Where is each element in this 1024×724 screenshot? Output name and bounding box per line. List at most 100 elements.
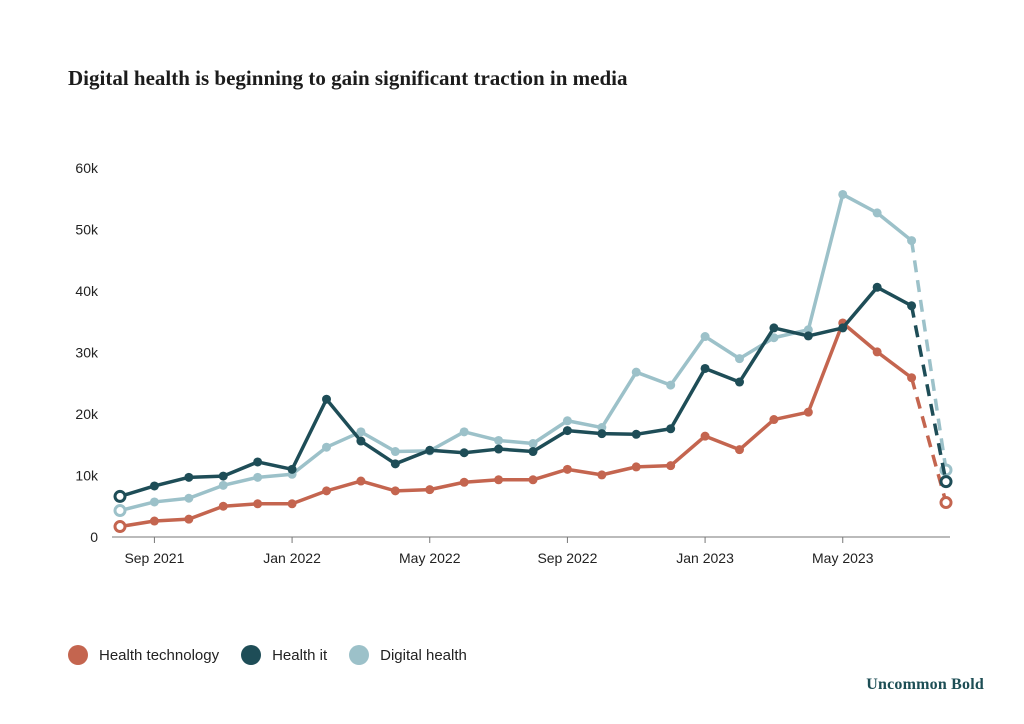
data-point	[184, 493, 194, 503]
data-point	[803, 325, 813, 335]
data-point	[562, 426, 572, 436]
data-point	[907, 373, 917, 383]
data-point	[425, 445, 435, 455]
data-point	[872, 347, 882, 357]
data-point	[459, 427, 469, 437]
legend-swatch-health-it	[241, 645, 262, 665]
data-point	[459, 477, 469, 487]
x-tick-label: May 2022	[399, 550, 461, 566]
data-point	[872, 208, 882, 218]
data-point	[666, 424, 676, 434]
series-line	[118, 285, 914, 499]
series-layer	[113, 189, 953, 534]
data-point	[562, 464, 572, 474]
data-point	[838, 189, 848, 199]
data-point	[631, 367, 641, 377]
series-line	[118, 192, 914, 513]
legend-label-digital-health: Digital health	[380, 646, 467, 664]
y-tick-label: 20k	[75, 406, 99, 422]
y-tick-label: 50k	[75, 222, 99, 238]
data-point	[769, 333, 779, 343]
data-point	[425, 485, 435, 495]
legend: Health technology Health it Digital heal…	[68, 645, 489, 665]
data-point	[803, 331, 813, 341]
data-point	[769, 323, 779, 333]
data-point	[939, 496, 953, 510]
data-point	[184, 472, 194, 482]
data-point	[907, 301, 917, 311]
data-point	[149, 497, 159, 507]
data-point	[253, 472, 263, 482]
data-point	[528, 475, 538, 485]
data-point	[700, 332, 710, 342]
data-point	[735, 445, 744, 455]
legend-swatch-digital-health	[349, 645, 370, 665]
legend-swatch-health-technology	[68, 645, 88, 665]
data-point	[287, 499, 297, 509]
legend-label-health-it: Health it	[272, 646, 328, 664]
data-point	[562, 416, 572, 426]
data-point	[113, 520, 127, 534]
data-point	[113, 489, 127, 503]
brand-logo-text: Uncommon Bold	[866, 676, 984, 693]
y-tick-label: 30k	[75, 345, 99, 361]
x-tick-label: Sep 2021	[124, 550, 184, 566]
x-tick-label: Jan 2023	[676, 550, 734, 566]
data-point	[356, 436, 366, 446]
data-point	[287, 464, 297, 474]
data-point	[666, 380, 676, 390]
data-point	[666, 461, 676, 471]
x-tick-label: May 2023	[812, 550, 874, 566]
data-point	[597, 429, 607, 439]
data-point	[218, 471, 228, 481]
legend-item-digital-health[interactable]: Digital health	[349, 645, 467, 665]
data-point	[184, 514, 194, 524]
y-tick-label: 10k	[75, 468, 99, 484]
data-point	[459, 448, 469, 458]
series-health-technology	[113, 318, 953, 534]
data-point	[735, 377, 744, 387]
series-dashed-segment	[909, 305, 948, 482]
data-point	[769, 415, 779, 425]
data-point	[838, 323, 848, 333]
series-health-it	[113, 282, 953, 503]
data-point	[939, 475, 953, 489]
data-point	[631, 462, 641, 472]
chart-title: Digital health is beginning to gain sign…	[68, 66, 628, 90]
data-point	[700, 431, 710, 441]
data-point	[390, 459, 400, 469]
data-point	[322, 442, 331, 452]
data-point	[253, 499, 263, 509]
data-point	[356, 476, 366, 486]
data-point	[631, 429, 641, 439]
legend-label-health-technology: Health technology	[99, 646, 220, 664]
data-point	[149, 481, 159, 491]
data-point	[218, 501, 228, 511]
data-point	[149, 516, 159, 526]
data-point	[218, 480, 228, 490]
data-point	[356, 427, 366, 437]
legend-item-health-it[interactable]: Health it	[241, 645, 327, 665]
data-point	[494, 475, 504, 485]
y-tick-label: 60k	[75, 160, 99, 176]
data-point	[113, 504, 127, 518]
data-point	[528, 439, 538, 449]
data-point	[597, 470, 607, 480]
data-point	[390, 447, 400, 457]
data-point	[494, 444, 504, 454]
data-point	[803, 407, 813, 417]
data-point	[907, 236, 917, 246]
x-tick-label: Sep 2022	[537, 550, 597, 566]
data-point	[253, 457, 263, 467]
data-point	[528, 447, 538, 457]
x-tick-label: Jan 2022	[263, 550, 321, 566]
y-axis: 0 10k 20k 30k 40k 50k 60k	[75, 160, 99, 545]
data-point	[322, 486, 331, 496]
data-point	[872, 282, 882, 292]
line-chart: 0 10k 20k 30k 40k 50k 60k Sep 2021 Jan 2022 May …	[75, 160, 953, 566]
series-line	[118, 321, 914, 529]
legend-item-health-technology[interactable]: Health technology	[68, 645, 219, 665]
x-axis: Sep 2021 Jan 2022 May 2022 Sep 2022 Jan 2023…	[112, 536, 950, 566]
data-point	[494, 435, 504, 445]
series-digital-health	[113, 189, 953, 518]
